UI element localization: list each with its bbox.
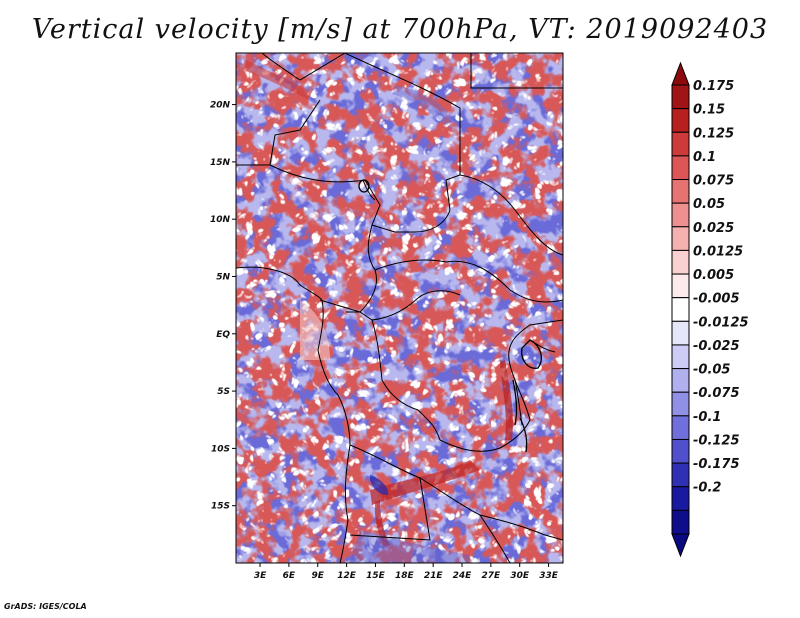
colorbar-swatch <box>671 509 690 535</box>
colorbar-swatch <box>671 202 690 228</box>
colorbar-swatch <box>671 415 690 440</box>
colorbar-swatch <box>671 368 690 393</box>
colorbar-swatch <box>671 391 690 417</box>
lon-tick-label: 21E <box>424 571 444 581</box>
colorbar-label: -0.1 <box>693 410 721 425</box>
colorbar-swatch <box>671 108 690 133</box>
colorbar-label: 0.1 <box>693 150 716 165</box>
colorbar-swatch <box>671 249 690 275</box>
colorbar-label: -0.025 <box>693 339 740 354</box>
chart-title: Vertical velocity [m/s] at 700hPa, VT: 2… <box>31 14 769 45</box>
colorbar-label: 0.025 <box>693 221 734 236</box>
lon-tick-label: 3E <box>254 571 267 581</box>
lat-tick-label: EQ <box>216 330 230 340</box>
colorbar-swatch <box>671 462 690 488</box>
colorbar-label: 0.0125 <box>693 244 743 259</box>
colorbar-swatch <box>671 438 690 464</box>
lon-tick-label: 24E <box>453 571 473 581</box>
colorbar: 0.175 0.15 0.125 0.1 0.075 0.05 0.025 0.0125 0.0… <box>671 61 749 558</box>
colorbar-label: -0.175 <box>693 457 740 472</box>
colorbar-label: -0.05 <box>693 363 730 378</box>
lat-tick-label: 15N <box>210 158 231 168</box>
lon-tick-label: 12E <box>337 571 357 581</box>
lat-tick-label: 10S <box>211 444 230 454</box>
colorbar-swatch <box>671 273 690 299</box>
lon-tick-label: 18E <box>395 571 415 581</box>
latitude-axis: 20N 15N 10N 5N EQ 5S 10S 15S <box>210 101 236 512</box>
colorbar-swatch <box>671 131 690 157</box>
lon-tick-label: 9E <box>312 571 325 581</box>
colorbar-label: -0.0125 <box>693 315 749 330</box>
longitude-axis: 3E 6E 9E 12E 15E 18E 21E 24E 27E 30E 33E <box>254 563 559 581</box>
colorbar-label: 0.075 <box>693 174 734 189</box>
colorbar-swatch <box>671 155 690 181</box>
grads-credit: GrADS: IGES/COLA <box>4 602 87 611</box>
colorbar-label: 0.125 <box>693 126 734 141</box>
lat-tick-label: 5N <box>216 272 230 282</box>
lon-tick-label: 30E <box>510 571 530 581</box>
lon-tick-label: 6E <box>283 571 296 581</box>
colorbar-swatch <box>671 486 690 511</box>
colorbar-label: 0.15 <box>693 103 725 118</box>
lon-tick-label: 27E <box>482 571 502 581</box>
colorbar-top-arrow <box>671 61 690 86</box>
lon-tick-label: 15E <box>366 571 386 581</box>
map-frame <box>235 52 564 564</box>
colorbar-bottom-arrow <box>671 533 690 558</box>
colorbar-label: 0.05 <box>693 197 725 212</box>
colorbar-label: -0.125 <box>693 433 740 448</box>
colorbar-swatch <box>671 179 690 204</box>
colorbar-label: -0.005 <box>693 292 740 307</box>
country-borders <box>236 53 563 563</box>
lat-tick-label: 5S <box>217 387 230 397</box>
colorbar-swatch <box>671 226 690 251</box>
colorbar-swatch <box>671 344 690 370</box>
lon-tick-label: 33E <box>539 571 559 581</box>
colorbar-label: 0.005 <box>693 268 734 283</box>
lat-tick-label: 10N <box>210 215 231 225</box>
colorbar-swatch <box>671 297 690 322</box>
colorbar-swatch <box>671 320 690 346</box>
lat-tick-label: 20N <box>210 101 231 111</box>
colorbar-swatch <box>671 84 690 110</box>
colorbar-label: 0.175 <box>693 79 734 94</box>
lat-tick-label: 15S <box>211 502 230 512</box>
colorbar-label: -0.2 <box>693 481 721 496</box>
colorbar-label: -0.075 <box>693 386 740 401</box>
vertical-velocity-field <box>236 53 563 563</box>
